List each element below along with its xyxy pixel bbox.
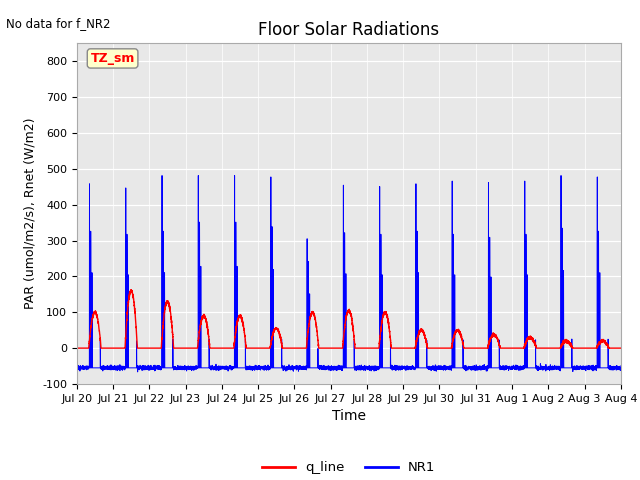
q_line [73,345,81,351]
q_line [258,345,266,351]
Legend: q_line, NR1: q_line, NR1 [257,456,441,480]
Y-axis label: PAR (umol/m2/s), Rnet (W/m2): PAR (umol/m2/s), Rnet (W/m2) [24,118,36,309]
q_line [486,338,493,344]
NR1 [258,365,266,371]
Text: No data for f_NR2: No data for f_NR2 [6,17,111,30]
NR1 [486,365,493,371]
q_line [617,345,625,351]
NR1 [158,173,166,179]
q_line [594,342,602,348]
q_line [330,345,338,351]
NR1 [73,363,81,369]
NR1 [134,369,141,375]
X-axis label: Time: Time [332,409,366,423]
NR1 [617,363,625,369]
Line: q_line: q_line [77,290,621,348]
q_line [470,345,478,351]
Text: TZ_sm: TZ_sm [90,52,135,65]
q_line [588,345,595,351]
Line: NR1: NR1 [77,176,621,372]
NR1 [588,366,595,372]
NR1 [471,365,479,371]
Title: Floor Solar Radiations: Floor Solar Radiations [258,21,440,39]
NR1 [594,365,602,371]
NR1 [331,366,339,372]
q_line [127,287,134,293]
